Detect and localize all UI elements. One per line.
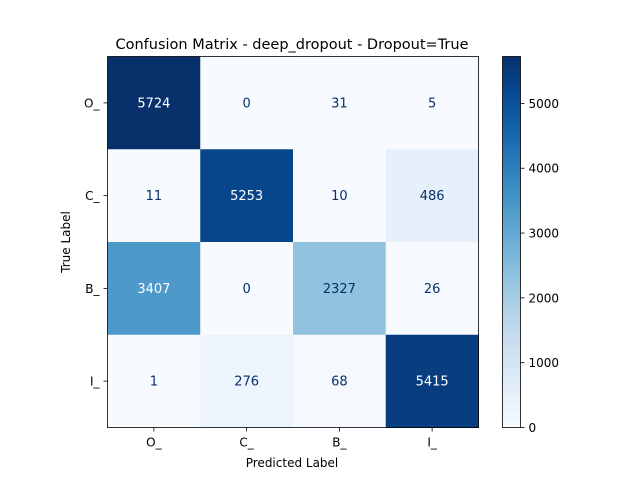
heatmap-cell: [385, 56, 479, 150]
chart-title: Confusion Matrix - deep_dropout - Dropou…: [115, 37, 468, 53]
y-tick-label: C_: [85, 189, 100, 203]
heatmap-cell: [107, 334, 201, 428]
heatmap-cell: [200, 149, 294, 243]
heatmap-cell: [385, 149, 479, 243]
cell-value-label: 68: [331, 375, 348, 390]
colorbar-tick-label: 3000: [529, 227, 560, 241]
cell-value-label: 0: [242, 96, 250, 111]
heatmap-cell: [107, 56, 201, 150]
heatmap-cell: [200, 334, 294, 428]
colorbar-tick-label: 2000: [529, 291, 560, 305]
y-axis: O_ C_ B_ I_: [84, 96, 108, 389]
heatmap-cell: [385, 334, 479, 428]
y-tick-label: O_: [84, 96, 100, 110]
cell-value-label: 0: [242, 282, 250, 297]
cell-value-label: 1: [150, 375, 158, 390]
cell-value-label: 5: [428, 96, 436, 111]
heatmap-cell: [293, 242, 387, 336]
y-tick-label: I_: [90, 375, 101, 389]
cell-value-label: 5253: [230, 189, 263, 204]
colorbar: 0 1000 2000 3000 4000 5000: [502, 56, 560, 435]
cell-value-label: 3407: [137, 282, 170, 297]
x-tick-label: C_: [239, 436, 254, 450]
cell-value-label: 276: [234, 375, 259, 390]
heatmap-cell: [385, 242, 479, 336]
cell-value-label: 2327: [323, 282, 356, 297]
y-tick-label: B_: [85, 282, 100, 296]
cell-value-label: 26: [424, 282, 441, 297]
x-tick-label: I_: [427, 436, 438, 450]
colorbar-tick-label: 4000: [529, 162, 560, 176]
colorbar-gradient: [502, 56, 521, 428]
y-axis-label: True Label: [59, 211, 73, 274]
x-tick-label: O_: [146, 436, 162, 450]
cell-value-label: 486: [420, 189, 445, 204]
heatmap-cell: [107, 242, 201, 336]
heatmap-cell: [200, 56, 294, 150]
cell-value-label: 31: [331, 96, 348, 111]
heatmap-cells: 5724 0 31 5 11 5253 10 486 3407 0 2327 26 1 276 68 5415: [107, 56, 479, 428]
heatmap-cell: [293, 149, 387, 243]
colorbar-tick-label: 0: [529, 421, 537, 435]
x-axis-label: Predicted Label: [246, 456, 339, 470]
heatmap-cell: [107, 149, 201, 243]
colorbar-tick-label: 1000: [529, 356, 560, 370]
cell-value-label: 10: [331, 189, 348, 204]
plot-frame: [107, 56, 479, 428]
x-axis: O_ C_ B_ I_: [146, 427, 438, 450]
heatmap-cell: [200, 242, 294, 336]
cell-value-label: 5724: [137, 96, 170, 111]
cell-value-label: 5415: [416, 375, 449, 390]
colorbar-tick-label: 5000: [529, 97, 560, 111]
cell-value-label: 11: [146, 189, 163, 204]
heatmap-cell: [293, 334, 387, 428]
x-tick-label: B_: [332, 436, 347, 450]
heatmap-cell: [293, 56, 387, 150]
